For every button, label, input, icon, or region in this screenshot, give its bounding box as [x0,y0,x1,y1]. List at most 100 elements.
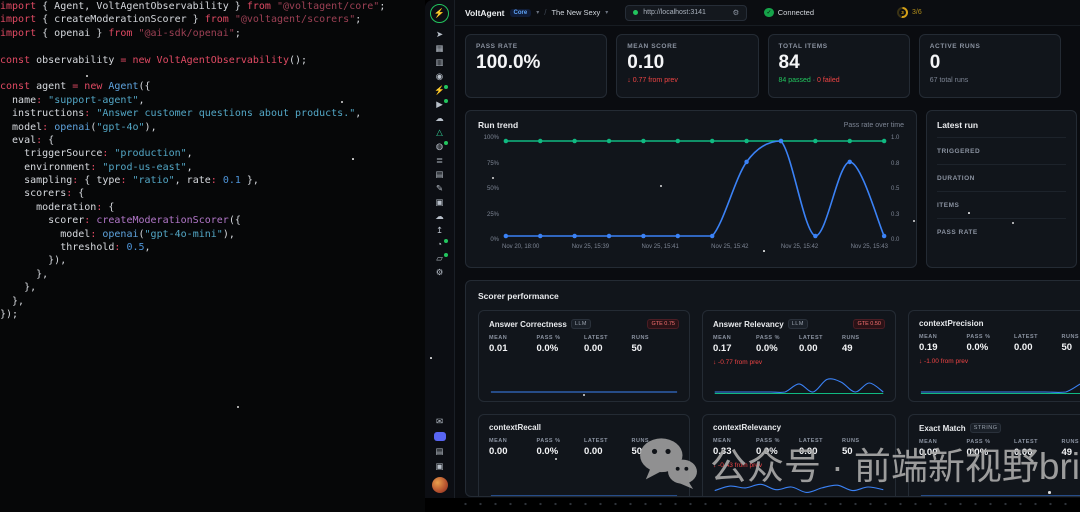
stat-value: 0.00 [1014,342,1033,353]
code-line: model: openai("gpt-4o"), [0,121,157,133]
scorer-title: contextRecall [489,423,542,432]
project-selector[interactable]: The New Sexy [551,8,601,17]
stat-value: 0.00 [584,343,603,354]
stat-label: MEAN [489,335,508,341]
automations-icon[interactable]: ⚡ [433,84,448,96]
chevron-down-icon[interactable]: ▾ [605,10,609,16]
progress-count: 3/6 [912,9,922,16]
server-url-field[interactable]: http://localhost:3141 ⚙ [625,4,748,21]
code-line: eval: { [0,134,55,146]
runs-icon[interactable]: ▶ [433,98,448,110]
sidebar-icons: ➤ ▦ ▥ ◉ ⚡ ▶ ☁ △ ◍ ≣ ▤ ✎ ▣ ☁ ↥ ◔ ▱ ⚙ [433,29,448,277]
avatar[interactable] [431,477,448,493]
gift-icon[interactable]: ▣ [435,460,444,471]
stat-value: 0.0% [536,343,559,354]
scorer-card-context-relevancy[interactable]: contextRelevancy MEAN 0.33 PASS % 0.0% LAT… [702,414,896,496]
voltagent-console: ⚡ ➤ ▦ ▥ ◉ ⚡ ▶ ☁ △ ◍ ≣ ▤ ✎ ▣ ☁ ↥ ◔ ▱ ⚙ ✉ ▤ ▣ VoltAgent Core … [425,0,1080,498]
code-line: name: "support-agent", [0,94,145,106]
target-icon[interactable]: ◉ [435,70,444,81]
breadcrumb-separator: / [544,8,547,17]
scorer-card-answer-relevancy[interactable]: Answer Relevancy LLM GTE 0.50 MEAN 0.17 P… [702,310,896,402]
code-line: import { Agent, VoltAgentObservability }… [0,1,386,12]
code-line: sampling: { type: "ratio", rate: 0.1 }, [0,175,259,187]
scorer-card-exact-match[interactable]: Exact Match STRING MEAN 0.00 PASS % 0.0% L… [908,414,1080,496]
scorer-type-badge: LLM [787,319,808,329]
stat-value: 49 [842,343,853,354]
star-dot [1012,222,1014,224]
scorer-card-answer-correctness[interactable]: Answer Correctness LLM GTE 0.75 MEAN 0.01… [478,310,690,402]
scorer-card-context-precision[interactable]: contextPrecision MEAN 0.19 PASS % 0.0% LAT… [908,310,1080,402]
chevron-down-icon[interactable]: ▾ [536,10,540,16]
upload-icon[interactable]: ↥ [435,224,444,235]
scorer-title: Answer Relevancy [713,319,784,329]
code-editor: import { Agent, VoltAgentObservability }… [0,0,425,512]
sidebar: ⚡ ➤ ▦ ▥ ◉ ⚡ ▶ ☁ △ ◍ ≣ ▤ ✎ ▣ ☁ ↥ ◔ ▱ ⚙ ✉ ▤ ▣ [425,0,455,498]
stat-label: RUNS [631,438,650,444]
edit-icon[interactable]: ✎ [435,182,444,193]
star-dot [763,250,765,252]
metric-label: TOTAL ITEMS [778,43,828,50]
run-trend-subtitle: Pass rate over time [843,121,904,129]
server-url[interactable]: http://localhost:3141 [643,9,706,16]
packages-icon[interactable]: ▣ [435,196,444,207]
experiments-icon[interactable]: △ [436,126,443,137]
feedback-icon[interactable]: ✉ [435,415,444,426]
grid-icon[interactable]: ▦ [435,42,444,53]
star-dot [968,212,970,214]
metric-value: 100.0% [476,52,541,73]
latest-run-row: DURATION [937,165,1066,192]
latest-run-row: TRIGGERED [937,138,1066,165]
metric-total: 67 total runs [929,77,969,84]
sparkline-chart [919,371,1080,395]
trend-row: Run trend Pass rate over time 100% 75% 50%… [465,110,1077,268]
cloud-icon[interactable]: ☁ [435,112,444,123]
stat-value: 50 [1061,342,1073,353]
stat-label: LATEST [1014,439,1038,445]
stat-label: PASS % [966,334,991,340]
status-label: Connected [777,8,815,17]
scorer-type-badge: LLM [570,319,592,329]
settings-icon[interactable]: ⚙ [435,266,444,277]
gear-icon[interactable]: ⚙ [732,8,740,17]
star-dot [341,101,343,103]
metric-value: 84 [778,52,800,73]
code-line: scorer: createModerationScorer({ [0,215,241,227]
metrics-icon[interactable]: ▥ [435,56,444,67]
scorer-delta: ↓ -1.00 from prev [919,358,969,365]
stat-value: 0.00 [489,446,508,457]
usage-icon[interactable]: ◔ [433,238,448,250]
code-line [0,40,425,53]
datasets-icon[interactable]: ≣ [435,154,444,165]
stat-label: PASS % [536,335,561,341]
stat-label: LATEST [1014,334,1038,340]
code-line: const observability = new VoltAgentObser… [0,54,308,66]
voltagent-logo-icon[interactable]: ⚡ [430,4,449,23]
stat-label: RUNS [842,438,860,444]
metric-value: 0.10 [627,52,665,73]
code-line: import { createModerationScorer } from "… [0,14,362,26]
scorer-performance-title: Scorer performance [478,291,559,301]
code-line: }, [0,282,37,294]
alerts-icon[interactable]: ◍ [433,140,448,152]
stat-label: LATEST [584,438,608,444]
discord-icon[interactable] [433,431,447,442]
usage-progress[interactable]: 3 3/6 [897,7,922,18]
star-dot [660,185,662,187]
stat-label: LATEST [799,438,823,444]
sparkline-chart [489,371,679,395]
docs-icon[interactable]: ▤ [435,445,444,456]
files-icon[interactable]: ▤ [435,168,444,179]
scorer-performance-section: Scorer performance Answer Correctness LL… [465,280,1080,497]
code-line: import { openai } from "@ai-sdk/openai"; [0,27,241,39]
brand-name: VoltAgent [465,7,505,18]
code-line: instructions: "Answer customer questions… [0,108,362,120]
projects-icon[interactable]: ▱ [433,252,448,264]
cloud-sync-icon[interactable]: ☁ [435,210,444,221]
watermark-text: 公众号 · 前端新视野brizer [710,446,1080,487]
latest-run-row: ITEMS [937,192,1066,219]
metric-label: ACTIVE RUNS [929,43,981,50]
y-axis-left: 100% 75% 50% 25% 0% [483,135,499,243]
core-badge[interactable]: Core [509,8,532,17]
deploy-icon[interactable]: ➤ [435,29,444,39]
dashboard-main: PASS RATE 100.0% MEAN SCORE 0.10 ↓ 0.77 … [455,26,1080,498]
